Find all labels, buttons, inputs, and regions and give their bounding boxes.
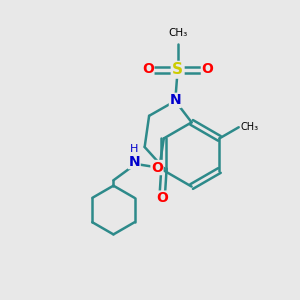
Text: O: O [157,191,168,205]
Text: CH₃: CH₃ [168,28,187,38]
Text: O: O [151,160,163,175]
Text: O: O [142,62,154,76]
Text: N: N [169,93,181,107]
Text: CH₃: CH₃ [240,122,258,132]
Text: H: H [130,144,138,154]
Text: O: O [201,62,213,76]
Text: S: S [172,62,183,77]
Text: N: N [128,154,140,169]
